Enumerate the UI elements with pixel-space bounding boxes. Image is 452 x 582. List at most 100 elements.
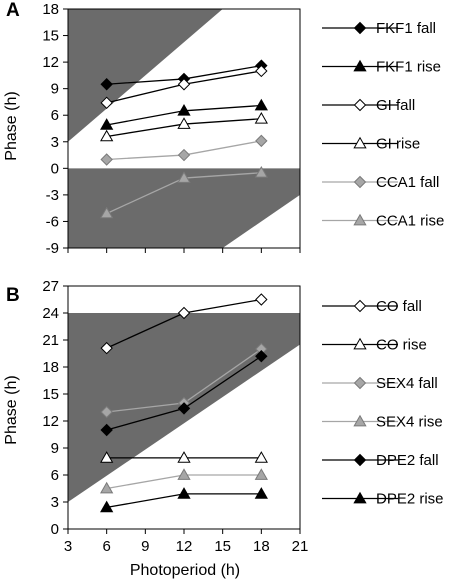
data-point: [177, 148, 191, 162]
legend-marker: [353, 136, 367, 149]
y-tick-label: 15: [42, 28, 59, 45]
legend-marker: [353, 299, 367, 313]
y-tick-label: -9: [46, 240, 59, 257]
y-tick-label: 6: [51, 107, 59, 124]
legend-marker: [353, 414, 367, 427]
x-tick-label: 21: [292, 538, 309, 555]
legend-label: SEX4 rise: [376, 414, 443, 431]
x-tick-label: 15: [214, 538, 231, 555]
panel-b-series: [100, 293, 268, 513]
legend-label: CCA1 fall: [376, 174, 439, 191]
y-tick-label: 12: [42, 413, 59, 430]
legend-marker: [353, 376, 367, 390]
data-point: [254, 98, 268, 111]
data-point: [177, 402, 191, 415]
legend-marker: [353, 337, 367, 350]
data-point: [100, 206, 114, 219]
y-tick-label: 18: [42, 1, 59, 18]
legend-label: SEX4 fall: [376, 375, 438, 392]
y-tick-label: 3: [51, 494, 59, 511]
panel-a-y-axis: -9 -6 -3 0 3 6 9 12 15 18: [42, 1, 301, 257]
shading-upper-left: [68, 9, 223, 142]
data-point: [100, 481, 114, 494]
legend-marker: [353, 213, 367, 226]
legend-label: CO fall: [376, 298, 422, 315]
x-tick-label: 12: [176, 538, 193, 555]
data-point: [177, 78, 191, 91]
panel-b-x-axis: 3 6 9 12 15 18 21: [64, 529, 309, 555]
panel-a-label: A: [6, 0, 20, 21]
legend-marker: [353, 175, 367, 189]
data-point: [100, 129, 114, 142]
legend-label: CO rise: [376, 337, 427, 354]
y-tick-label: -6: [46, 213, 59, 230]
y-tick-label: 18: [42, 359, 59, 376]
legend-label: FKF1 fall: [376, 20, 436, 37]
legend-label: GI rise: [376, 136, 420, 153]
panel-b-label: B: [6, 285, 20, 306]
data-point: [100, 96, 113, 110]
y-tick-label: 12: [42, 54, 59, 71]
y-tick-label: 9: [51, 440, 59, 457]
legend-label: DPE2 fall: [376, 452, 439, 469]
data-point: [255, 64, 268, 78]
data-point: [255, 293, 268, 306]
panel-b-y-axis: 0 3 6 9 12 15 18 21 24 27: [42, 278, 68, 538]
legend-marker: [353, 98, 367, 112]
data-point: [100, 423, 113, 437]
y-tick-label: 21: [42, 332, 59, 349]
panel-b-legend: CO fall CO rise SEX4 fall SEX4 rise DPE2 fal…: [322, 298, 444, 508]
data-point: [177, 468, 191, 480]
data-point: [254, 451, 268, 463]
shading-lower: [68, 168, 300, 248]
legend-marker: [353, 59, 367, 72]
data-point: [255, 349, 268, 363]
x-tick-label: 9: [141, 538, 149, 555]
y-tick-label: 3: [51, 134, 59, 151]
data-point: [254, 468, 268, 480]
y-tick-label: 24: [42, 305, 59, 322]
x-tick-label: 3: [64, 538, 72, 555]
y-tick-label: 0: [51, 160, 59, 177]
panel-a-ylabel: Phase (h): [3, 91, 20, 160]
data-point: [254, 111, 268, 124]
data-point: [177, 451, 191, 463]
data-point: [177, 171, 191, 183]
data-point: [100, 153, 113, 166]
data-point: [177, 487, 191, 499]
panel-b-ylabel: Phase (h): [3, 375, 20, 444]
y-tick-label: 27: [42, 278, 59, 295]
panel-a-legend: FKF1 fall FKF1 rise GI fall GI rise CCA1 fal…: [322, 20, 444, 230]
data-point: [100, 341, 113, 355]
data-point: [177, 117, 191, 129]
y-tick-label: 0: [51, 521, 59, 538]
legend-label: FKF1 rise: [376, 59, 441, 76]
legend-marker: [353, 491, 367, 504]
x-tick-label: 6: [102, 538, 110, 555]
data-point: [100, 118, 114, 130]
legend-label: GI fall: [376, 97, 415, 114]
data-point: [254, 487, 268, 499]
data-point: [255, 134, 268, 148]
y-tick-label: 6: [51, 467, 59, 484]
legend-label: DPE2 rise: [376, 491, 444, 508]
data-point: [254, 165, 268, 178]
data-point: [177, 104, 191, 116]
y-tick-label: -3: [46, 187, 59, 204]
legend-marker: [353, 21, 367, 35]
legend-label: CCA1 rise: [376, 213, 444, 230]
y-tick-label: 9: [51, 81, 59, 98]
x-tick-label: 18: [253, 538, 270, 555]
legend-marker: [353, 453, 367, 467]
data-point: [177, 306, 191, 320]
data-point: [100, 500, 114, 513]
data-point: [100, 78, 113, 91]
panel-a-series: [100, 59, 268, 219]
data-point: [100, 451, 114, 463]
panel-b-xlabel: Photoperiod (h): [130, 562, 240, 579]
data-point: [100, 405, 113, 419]
y-tick-label: 15: [42, 386, 59, 403]
